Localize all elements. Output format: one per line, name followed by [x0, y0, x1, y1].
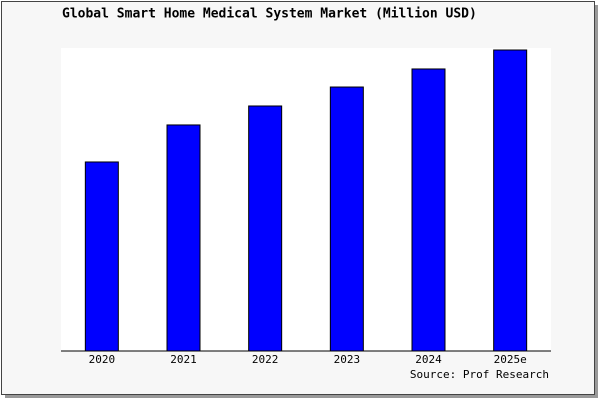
x-tick-label: 2023	[334, 353, 361, 366]
x-tick-label: 2020	[89, 353, 116, 366]
bar	[493, 49, 528, 352]
bar	[166, 124, 201, 352]
bar	[84, 161, 119, 352]
source-note: Source: Prof Research	[410, 368, 549, 381]
bar	[411, 68, 446, 352]
x-tick-label: 2022	[252, 353, 279, 366]
plot-area	[61, 48, 551, 351]
bar	[329, 86, 364, 352]
chart-title: Global Smart Home Medical System Market …	[62, 7, 477, 22]
x-tick-label: 2021	[170, 353, 197, 366]
x-tick-label: 2024	[415, 353, 442, 366]
bar	[248, 105, 283, 352]
x-tick-label: 2025e	[494, 353, 527, 366]
